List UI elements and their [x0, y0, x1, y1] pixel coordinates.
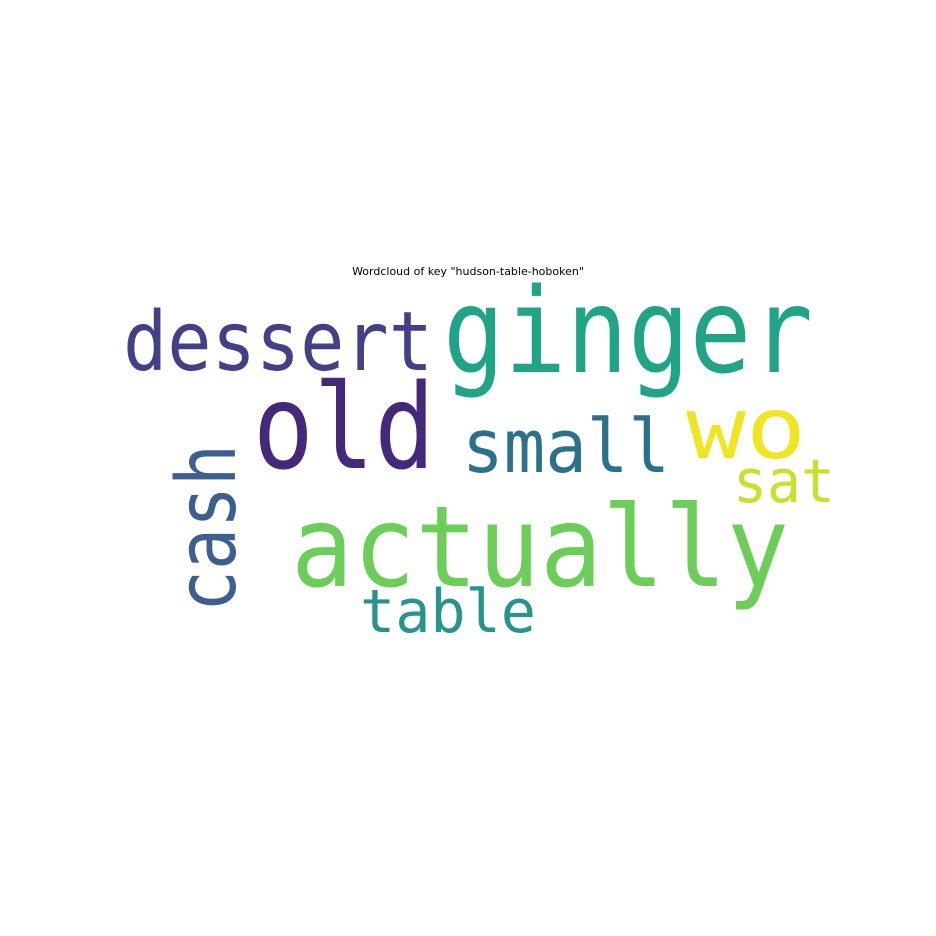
word-actually: actually: [291, 483, 789, 613]
word-table: table: [360, 577, 536, 647]
word-old: old: [253, 358, 435, 496]
chart-title: Wordcloud of key "hudson-table-hoboken": [352, 265, 584, 278]
word-ginger: ginger: [443, 262, 813, 400]
word-wo: wo: [686, 379, 806, 479]
word-cash: cash: [160, 444, 255, 612]
word-dessert: dessert: [123, 295, 433, 390]
word-small: small: [462, 404, 670, 490]
word-sat: sat: [733, 447, 835, 517]
